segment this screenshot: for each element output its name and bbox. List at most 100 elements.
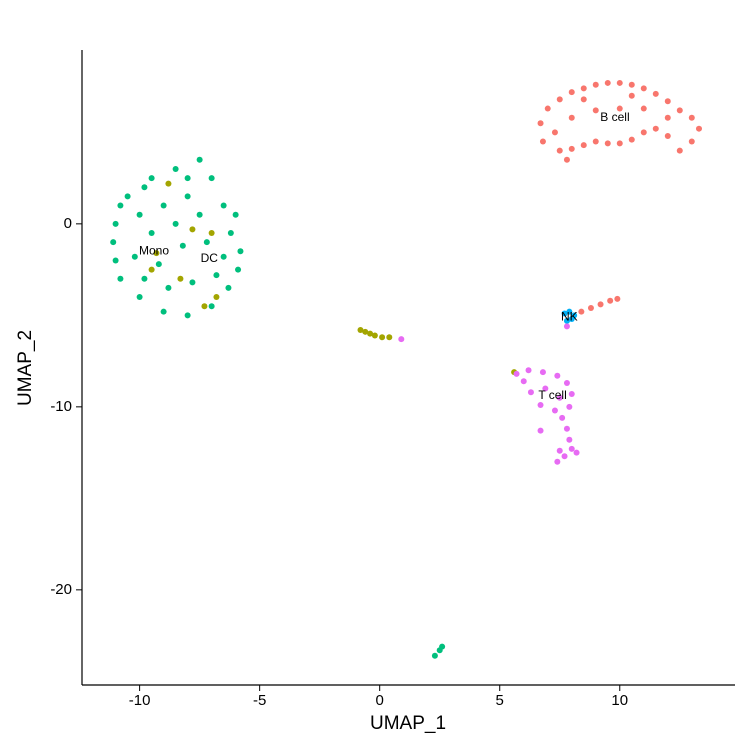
point xyxy=(220,202,227,209)
point xyxy=(201,303,208,310)
cluster-label: B cell xyxy=(600,110,629,124)
x-tick-label: 0 xyxy=(376,692,384,709)
point xyxy=(592,81,599,88)
point xyxy=(525,367,532,374)
point xyxy=(177,275,184,282)
point xyxy=(652,125,659,132)
point xyxy=(664,114,671,121)
point xyxy=(652,90,659,97)
point xyxy=(587,305,594,312)
point xyxy=(367,330,374,337)
point xyxy=(628,92,635,99)
x-axis-label: UMAP_1 xyxy=(370,713,446,734)
point xyxy=(537,402,544,409)
point xyxy=(155,261,162,268)
point xyxy=(580,96,587,103)
point xyxy=(537,120,544,127)
point xyxy=(189,226,196,233)
point xyxy=(556,96,563,103)
point xyxy=(556,147,563,154)
point xyxy=(568,114,575,121)
point xyxy=(371,332,378,339)
point xyxy=(592,107,599,114)
point xyxy=(160,308,167,315)
point xyxy=(196,156,203,163)
point xyxy=(563,380,570,387)
point xyxy=(542,385,549,392)
point xyxy=(220,253,227,260)
point xyxy=(676,147,683,154)
point xyxy=(184,175,191,182)
point xyxy=(614,295,621,302)
point xyxy=(141,275,148,282)
point xyxy=(362,328,369,335)
point xyxy=(431,652,438,659)
point xyxy=(695,125,702,132)
y-tick-label: -20 xyxy=(50,581,72,598)
point xyxy=(208,303,215,310)
point xyxy=(117,202,124,209)
x-tick-label: 10 xyxy=(611,692,628,709)
point xyxy=(580,142,587,149)
point xyxy=(566,403,573,410)
point xyxy=(520,378,527,385)
point xyxy=(172,165,179,172)
point xyxy=(563,425,570,432)
point xyxy=(172,220,179,227)
point xyxy=(568,391,575,398)
point xyxy=(568,445,575,452)
point xyxy=(616,79,623,86)
point xyxy=(196,211,203,218)
point xyxy=(179,242,186,249)
point xyxy=(676,107,683,114)
point xyxy=(165,284,172,291)
point xyxy=(568,89,575,96)
point xyxy=(628,136,635,143)
point xyxy=(616,140,623,147)
point xyxy=(203,239,210,246)
point xyxy=(559,414,566,421)
point xyxy=(566,308,573,315)
point xyxy=(379,334,386,341)
point xyxy=(208,229,215,236)
point xyxy=(561,310,568,317)
point xyxy=(136,211,143,218)
point xyxy=(551,129,558,136)
point xyxy=(112,257,119,264)
point xyxy=(184,193,191,200)
point xyxy=(556,447,563,454)
point xyxy=(616,105,623,112)
point xyxy=(148,229,155,236)
y-axis-label: UMAP_2 xyxy=(15,330,36,406)
point xyxy=(117,275,124,282)
point xyxy=(131,253,138,260)
point xyxy=(556,394,563,401)
point xyxy=(227,229,234,236)
point xyxy=(580,85,587,92)
point xyxy=(688,114,695,121)
point xyxy=(551,407,558,414)
point xyxy=(357,326,364,333)
point xyxy=(578,308,585,315)
point xyxy=(232,211,239,218)
cluster-label: Mono xyxy=(139,243,169,257)
point xyxy=(235,266,242,273)
point xyxy=(544,105,551,112)
y-tick-label: -10 xyxy=(50,398,72,415)
point xyxy=(568,145,575,152)
point xyxy=(597,301,604,308)
point xyxy=(604,79,611,86)
point xyxy=(537,427,544,434)
point xyxy=(148,175,155,182)
point xyxy=(189,279,196,286)
point xyxy=(237,248,244,255)
point xyxy=(568,316,575,323)
point xyxy=(153,250,160,257)
point xyxy=(563,156,570,163)
point xyxy=(664,133,671,140)
point xyxy=(136,294,143,301)
cluster-label: T cell xyxy=(538,388,566,402)
cluster-label: DC xyxy=(201,251,219,265)
point xyxy=(165,180,172,187)
